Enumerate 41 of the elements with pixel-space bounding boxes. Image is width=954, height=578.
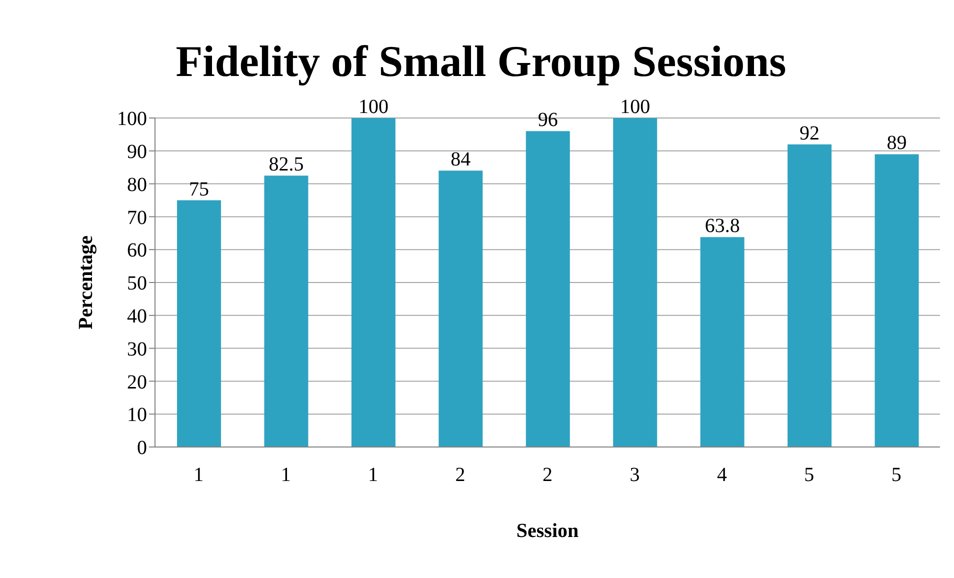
data-label: 63.8: [704, 215, 740, 238]
y-axis-title: Percentage: [75, 235, 98, 330]
bar: [526, 131, 570, 447]
x-tick-label: 1: [280, 464, 291, 486]
chart-title: Fidelity of Small Group Sessions: [174, 36, 788, 87]
y-tick-label: 10: [127, 404, 147, 426]
bar: [351, 118, 396, 447]
x-tick-label: 4: [716, 464, 727, 486]
x-tick-label: 1: [368, 464, 378, 486]
bar: [177, 200, 221, 447]
bar: [264, 176, 308, 447]
data-label: 100: [620, 96, 650, 118]
y-tick-label: 100: [117, 108, 147, 130]
bar: [788, 144, 832, 447]
x-tick-label: 1: [194, 464, 204, 486]
bar: [874, 154, 919, 447]
y-tick-label: 90: [127, 141, 147, 163]
data-label: 84: [450, 148, 471, 171]
x-tick-label: 2: [455, 464, 466, 486]
bar: [700, 237, 744, 447]
y-tick-label: 50: [127, 272, 147, 295]
data-label: 92: [800, 122, 820, 144]
data-label: 82.5: [268, 154, 304, 176]
x-axis-title: Session: [516, 520, 579, 542]
y-tick-label: 0: [137, 437, 147, 460]
x-tick-label: 5: [804, 464, 814, 486]
bar: [438, 170, 483, 447]
y-tick-label: 70: [127, 206, 147, 229]
y-tick-label: 20: [127, 371, 147, 394]
y-tick-label: 60: [127, 240, 147, 262]
data-label: 96: [538, 109, 558, 132]
x-tick-label: 2: [542, 464, 552, 486]
x-tick-label: 5: [891, 464, 902, 486]
y-tick-label: 80: [127, 174, 147, 196]
data-label: 75: [189, 178, 209, 200]
data-label: 89: [886, 132, 907, 154]
x-tick-label: 3: [630, 464, 640, 486]
y-tick-label: 30: [127, 338, 147, 360]
bar: [613, 118, 658, 447]
data-label: 100: [358, 96, 388, 118]
y-tick-label: 40: [127, 306, 147, 328]
